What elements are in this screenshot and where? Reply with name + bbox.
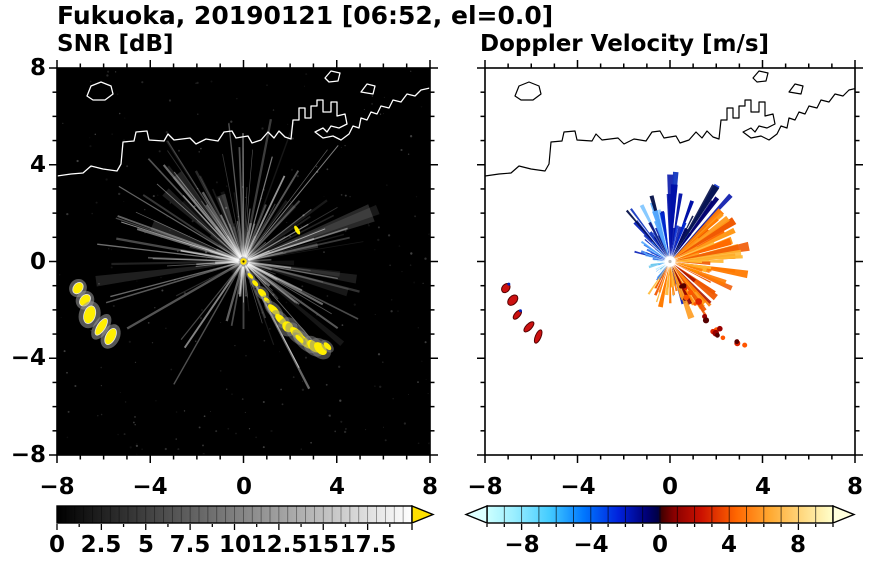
- doppler-xtick-label: −8: [467, 474, 503, 500]
- snr-ytick-label: 4: [29, 152, 46, 178]
- snr-colorbar-label: 12.5: [250, 532, 308, 558]
- snr-colorbar-label: 0: [48, 532, 65, 558]
- snr-ytick-label: 8: [29, 55, 46, 81]
- doppler-colorbar-label: 4: [720, 532, 737, 558]
- snr-colorbar-label: 17.5: [339, 532, 397, 558]
- snr-ytick-label: 0: [29, 249, 46, 275]
- snr-xtick-label: 0: [235, 474, 252, 500]
- doppler-colorbar-label: 8: [789, 532, 806, 558]
- snr-ytick-label: −4: [10, 345, 46, 371]
- doppler-xtick-label: 0: [661, 474, 678, 500]
- doppler-panel-label: Doppler Velocity [m/s]: [480, 31, 770, 57]
- axis-ticks: [49, 60, 863, 463]
- colorbars: [56, 504, 856, 530]
- doppler-xtick-label: 4: [754, 474, 771, 500]
- snr-xtick-label: −8: [39, 474, 75, 500]
- doppler-velocity-fan: [501, 171, 750, 348]
- snr-radar-beams: [59, 68, 430, 455]
- snr-colorbar-label: 2.5: [80, 532, 122, 558]
- snr-xtick-label: −4: [132, 474, 168, 500]
- doppler-colorbar-label: 0: [651, 532, 668, 558]
- snr-ytick-label: −8: [10, 442, 46, 468]
- snr-colorbar-label: 15: [306, 532, 339, 558]
- snr-xtick-label: 8: [421, 474, 438, 500]
- doppler-colorbar-label: −4: [573, 532, 609, 558]
- doppler-colorbar-label: −8: [504, 532, 540, 558]
- snr-colorbar-label: 5: [137, 532, 154, 558]
- figure-title: Fukuoka, 20190121 [06:52, el=0.0]: [57, 1, 554, 30]
- snr-colorbar-label: 10: [218, 532, 251, 558]
- snr-clutter-echoes: [69, 225, 334, 360]
- snr-colorbar-label: 7.5: [169, 532, 211, 558]
- snr-xtick-label: 4: [328, 474, 345, 500]
- doppler-xtick-label: 8: [846, 474, 863, 500]
- doppler-xtick-label: −4: [560, 474, 596, 500]
- snr-panel-label: SNR [dB]: [57, 31, 174, 57]
